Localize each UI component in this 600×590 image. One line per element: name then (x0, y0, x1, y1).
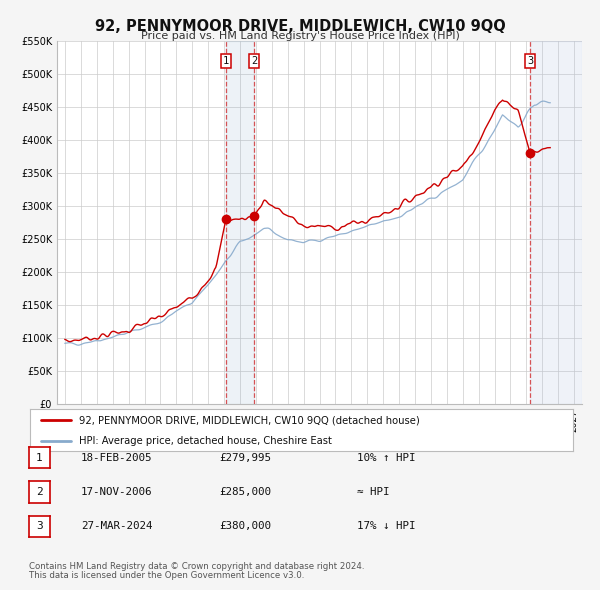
Text: ≈ HPI: ≈ HPI (357, 487, 389, 497)
Text: 3: 3 (527, 56, 533, 66)
Text: £285,000: £285,000 (219, 487, 271, 497)
Text: 18-FEB-2005: 18-FEB-2005 (81, 453, 152, 463)
Text: 27-MAR-2024: 27-MAR-2024 (81, 522, 152, 531)
Text: 92, PENNYMOOR DRIVE, MIDDLEWICH, CW10 9QQ: 92, PENNYMOOR DRIVE, MIDDLEWICH, CW10 9Q… (95, 19, 505, 34)
Text: 3: 3 (36, 522, 43, 531)
Text: 2: 2 (36, 487, 43, 497)
Bar (226, 41, 254, 404)
Text: Price paid vs. HM Land Registry's House Price Index (HPI): Price paid vs. HM Land Registry's House … (140, 31, 460, 41)
Text: 1: 1 (36, 453, 43, 463)
Bar (530, 41, 582, 404)
Text: 17% ↓ HPI: 17% ↓ HPI (357, 522, 415, 531)
Text: This data is licensed under the Open Government Licence v3.0.: This data is licensed under the Open Gov… (29, 571, 304, 579)
Text: 17-NOV-2006: 17-NOV-2006 (81, 487, 152, 497)
Text: £380,000: £380,000 (219, 522, 271, 531)
Text: 1: 1 (223, 56, 229, 66)
Text: £279,995: £279,995 (219, 453, 271, 463)
Text: Contains HM Land Registry data © Crown copyright and database right 2024.: Contains HM Land Registry data © Crown c… (29, 562, 364, 571)
Text: 2: 2 (251, 56, 257, 66)
Text: HPI: Average price, detached house, Cheshire East: HPI: Average price, detached house, Ches… (79, 436, 332, 445)
Text: 10% ↑ HPI: 10% ↑ HPI (357, 453, 415, 463)
Text: 92, PENNYMOOR DRIVE, MIDDLEWICH, CW10 9QQ (detached house): 92, PENNYMOOR DRIVE, MIDDLEWICH, CW10 9Q… (79, 415, 419, 425)
